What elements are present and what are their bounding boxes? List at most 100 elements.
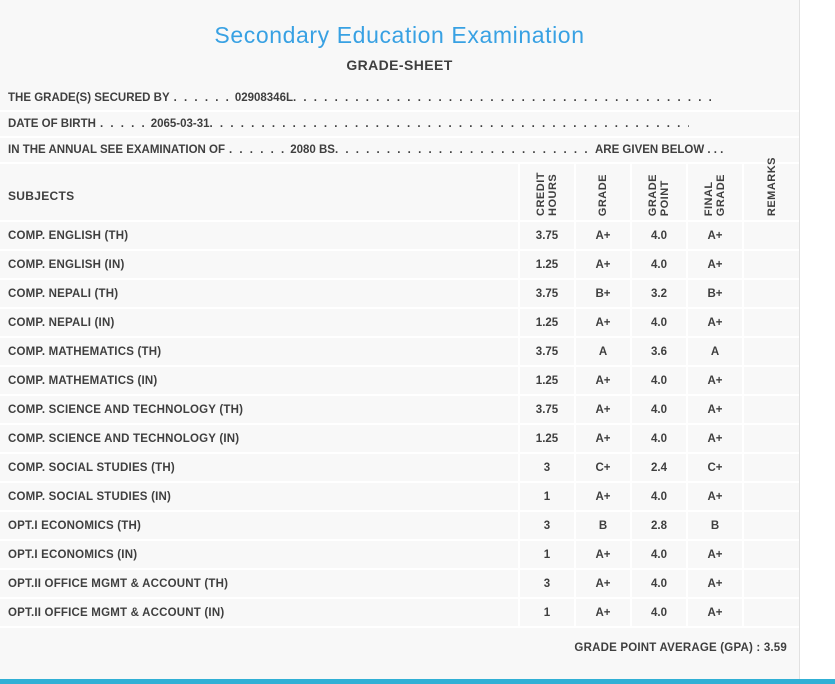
grade-cell: A+ xyxy=(574,309,630,336)
final-grade-cell: B+ xyxy=(686,280,742,307)
final-grade-cell: B xyxy=(686,512,742,539)
subject-cell: COMP. SOCIAL STUDIES (IN) xyxy=(8,490,172,503)
date-of-birth-value: 2065-03-31 xyxy=(150,118,210,130)
grade-cell: A+ xyxy=(574,483,630,510)
table-row: COMP. MATHEMATICS (TH) 3.75 A 3.6 A xyxy=(0,338,799,367)
dotted-fill: . . . . . . . . . . . . . . . . . . . . … xyxy=(293,92,711,104)
credit-hours-cell: 3.75 xyxy=(518,280,574,307)
info-line-date-of-birth: DATE OF BIRTH . . . . . 2065-03-31 . . .… xyxy=(0,112,799,138)
page-subtitle: GRADE-SHEET xyxy=(346,57,453,73)
credit-hours-cell: 3 xyxy=(518,570,574,597)
remarks-cell xyxy=(742,483,799,510)
dotted-fill: . . . . . . . . . . . . . . . . . . . . … xyxy=(334,144,591,156)
grade-cell: A+ xyxy=(574,425,630,452)
grade-cell: B xyxy=(574,512,630,539)
final-grade-cell: A+ xyxy=(686,396,742,423)
grade-sheet-page: Secondary Education Examination GRADE-SH… xyxy=(0,0,800,684)
dotted-separator: . . . . . . xyxy=(173,92,231,104)
are-given-below-label: ARE GIVEN BELOW . . . xyxy=(594,144,724,156)
grade-point-label: GRADE POINT xyxy=(647,173,671,216)
subject-cell: COMP. SOCIAL STUDIES (TH) xyxy=(8,461,175,474)
grade-cell: A+ xyxy=(574,570,630,597)
remarks-cell xyxy=(742,396,799,423)
final-grade-cell: A+ xyxy=(686,222,742,249)
grade-cell: A+ xyxy=(574,541,630,568)
table-row: COMP. NEPALI (TH) 3.75 B+ 3.2 B+ xyxy=(0,280,799,309)
grade-cell: A+ xyxy=(574,222,630,249)
grade-point-cell: 4.0 xyxy=(630,251,686,278)
grade-point-cell: 3.6 xyxy=(630,338,686,365)
remarks-cell xyxy=(742,338,799,365)
table-row: COMP. SCIENCE AND TECHNOLOGY (TH) 3.75 A… xyxy=(0,396,799,425)
credit-hours-cell: 3 xyxy=(518,454,574,481)
gpa-summary: GRADE POINT AVERAGE (GPA) : 3.59 xyxy=(574,642,787,654)
final-grade-cell: A+ xyxy=(686,541,742,568)
page-title: Secondary Education Examination xyxy=(214,22,585,48)
credit-hours-cell: 1.25 xyxy=(518,251,574,278)
remarks-label: REMARKS xyxy=(765,156,778,216)
table-row: COMP. SOCIAL STUDIES (IN) 1 A+ 4.0 A+ xyxy=(0,483,799,512)
final-grade-cell: A+ xyxy=(686,425,742,452)
final-grade-cell: A+ xyxy=(686,570,742,597)
subject-cell: OPT.II OFFICE MGMT & ACCOUNT (TH) xyxy=(8,577,229,590)
grade-point-cell: 4.0 xyxy=(630,309,686,336)
grade-point-cell: 2.4 xyxy=(630,454,686,481)
table-row: COMP. SOCIAL STUDIES (TH) 3 C+ 2.4 C+ xyxy=(0,454,799,483)
info-line-secured-by: THE GRADE(S) SECURED BY . . . . . . 0290… xyxy=(0,86,799,112)
credit-hours-cell: 1 xyxy=(518,541,574,568)
table-row: COMP. NEPALI (IN) 1.25 A+ 4.0 A+ xyxy=(0,309,799,338)
subject-cell: COMP. NEPALI (TH) xyxy=(8,287,119,300)
subject-cell: COMP. NEPALI (IN) xyxy=(8,316,115,329)
final-grade-cell: A+ xyxy=(686,309,742,336)
grade-point-cell: 4.0 xyxy=(630,425,686,452)
grade-point-cell: 4.0 xyxy=(630,570,686,597)
table-body: COMP. ENGLISH (TH) 3.75 A+ 4.0 A+ COMP. … xyxy=(0,222,799,628)
credit-hours-cell: 1 xyxy=(518,483,574,510)
info-line-examination-year: IN THE ANNUAL SEE EXAMINATION OF . . . .… xyxy=(0,138,799,164)
final-grade-column-header: FINAL GRADE xyxy=(686,164,742,220)
final-grade-cell: C+ xyxy=(686,454,742,481)
grade-label: GRADE xyxy=(597,173,609,216)
grade-point-cell: 4.0 xyxy=(630,541,686,568)
candidate-info-block: THE GRADE(S) SECURED BY . . . . . . 0290… xyxy=(0,86,799,164)
secured-by-label: THE GRADE(S) SECURED BY xyxy=(8,92,170,104)
credit-hours-cell: 3.75 xyxy=(518,222,574,249)
table-row: COMP. ENGLISH (IN) 1.25 A+ 4.0 A+ xyxy=(0,251,799,280)
final-grade-cell: A+ xyxy=(686,367,742,394)
credit-hours-cell: 1 xyxy=(518,599,574,626)
grade-point-cell: 4.0 xyxy=(630,599,686,626)
grade-cell: C+ xyxy=(574,454,630,481)
dotted-separator: . . . . . xyxy=(99,118,147,130)
dotted-fill: . . . . . . . . . . . . . . . . . . . . … xyxy=(209,118,689,130)
remarks-cell xyxy=(742,251,799,278)
final-grade-cell: A xyxy=(686,338,742,365)
grade-cell: A+ xyxy=(574,367,630,394)
footer-accent-bar xyxy=(0,679,835,684)
table-row: OPT.I ECONOMICS (IN) 1 A+ 4.0 A+ xyxy=(0,541,799,570)
subjects-column-header: SUBJECTS xyxy=(8,189,75,203)
subject-cell: OPT.I ECONOMICS (TH) xyxy=(8,519,142,532)
table-row: COMP. SCIENCE AND TECHNOLOGY (IN) 1.25 A… xyxy=(0,425,799,454)
dotted-separator: . . . . . . xyxy=(229,144,287,156)
remarks-cell xyxy=(742,309,799,336)
table-row: COMP. MATHEMATICS (IN) 1.25 A+ 4.0 A+ xyxy=(0,367,799,396)
grade-cell: A+ xyxy=(574,396,630,423)
examination-year-value: 2080 BS xyxy=(290,144,335,156)
remarks-cell xyxy=(742,512,799,539)
remarks-cell xyxy=(742,425,799,452)
subject-cell: COMP. ENGLISH (TH) xyxy=(8,229,129,242)
grade-cell: A xyxy=(574,338,630,365)
subject-cell: COMP. SCIENCE AND TECHNOLOGY (IN) xyxy=(8,432,240,445)
grade-cell: A+ xyxy=(574,599,630,626)
subject-cell: COMP. ENGLISH (IN) xyxy=(8,258,125,271)
date-of-birth-label: DATE OF BIRTH xyxy=(8,118,96,130)
credit-hours-cell: 3 xyxy=(518,512,574,539)
remarks-cell xyxy=(742,367,799,394)
table-row: COMP. ENGLISH (TH) 3.75 A+ 4.0 A+ xyxy=(0,222,799,251)
grade-point-cell: 4.0 xyxy=(630,367,686,394)
credit-hours-cell: 1.25 xyxy=(518,425,574,452)
remarks-cell xyxy=(742,599,799,626)
table-row: OPT.I ECONOMICS (TH) 3 B 2.8 B xyxy=(0,512,799,541)
credit-hours-cell: 1.25 xyxy=(518,309,574,336)
final-grade-cell: A+ xyxy=(686,599,742,626)
